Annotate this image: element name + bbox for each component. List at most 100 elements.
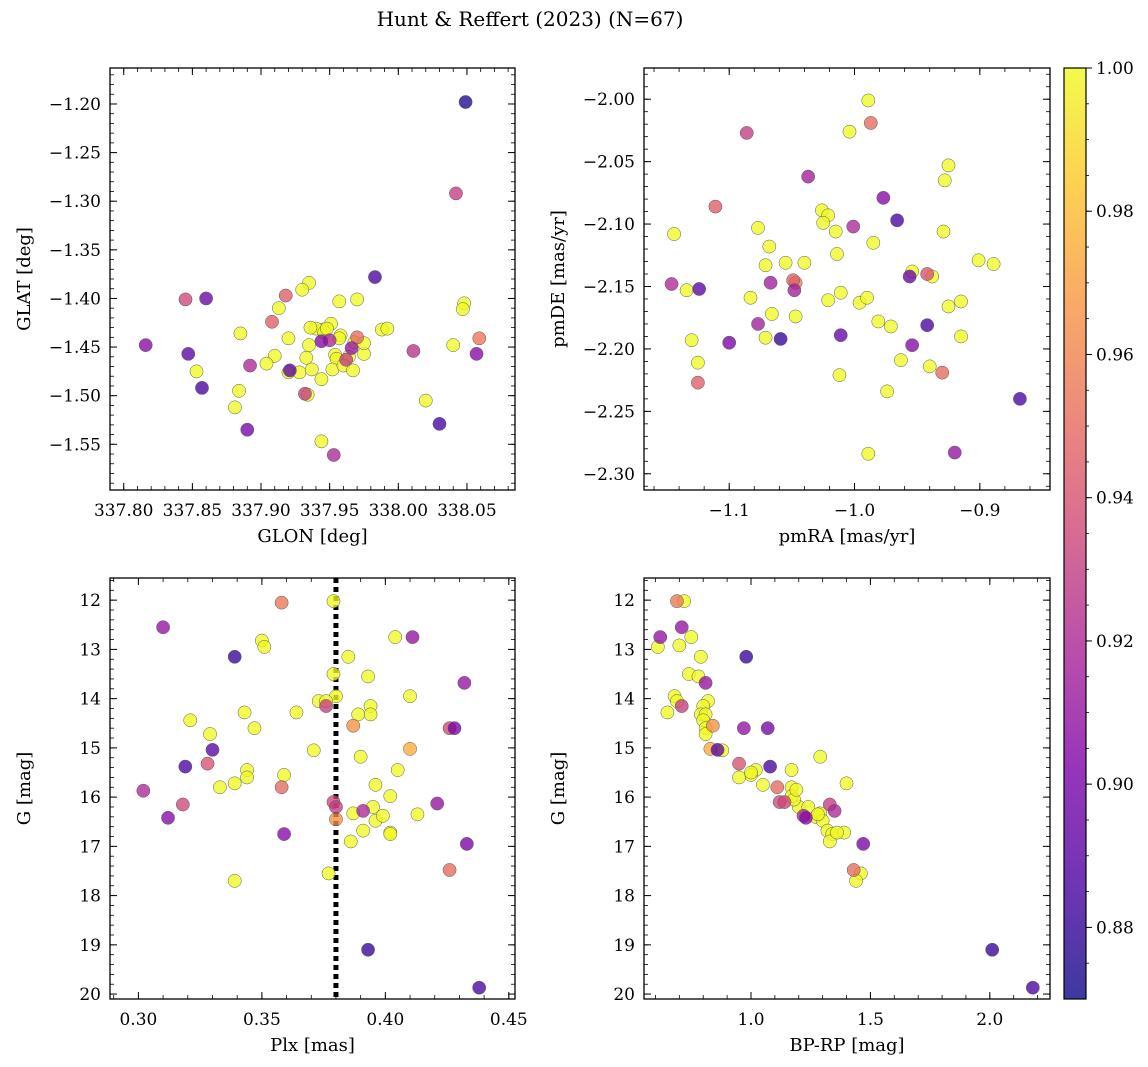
scatter-point xyxy=(213,780,227,795)
scatter-point xyxy=(684,333,699,348)
x-tick-label: 0.45 xyxy=(490,1010,528,1030)
scatter-point xyxy=(710,742,725,757)
scatter-point xyxy=(830,825,844,840)
scatter-point xyxy=(304,362,319,377)
scatter-point xyxy=(764,307,779,321)
scatter-point xyxy=(811,807,825,822)
scatter-point xyxy=(278,288,293,303)
scatter-point xyxy=(161,810,175,825)
scatter-point xyxy=(674,699,689,713)
y-tick-label: 16 xyxy=(613,788,635,808)
colorbar-tick-label: 0.90 xyxy=(1096,775,1134,795)
scatter-point xyxy=(880,384,894,399)
scatter-point xyxy=(472,980,487,995)
scatter-point xyxy=(314,372,329,387)
y-tick-label: 18 xyxy=(613,887,635,907)
scatter-point xyxy=(376,808,390,823)
scatter-point xyxy=(383,827,398,841)
scatter-point xyxy=(232,383,246,398)
scatter-point xyxy=(664,277,679,291)
x-tick-label: 338.05 xyxy=(437,501,496,521)
scatter-point xyxy=(390,763,405,777)
colorbar-tick-label: 0.92 xyxy=(1096,632,1134,652)
glon-glat-panel: 337.80 337.85 337.90 337.95 338.00 338.05 −1.5… xyxy=(14,67,516,547)
x-tick-label: 1.5 xyxy=(857,1010,884,1030)
scatter-point xyxy=(832,368,847,382)
scatter-point xyxy=(691,375,705,390)
y-tick-label: 16 xyxy=(79,788,101,808)
y-tick-label: −1.45 xyxy=(49,338,101,358)
scatter-point xyxy=(156,620,170,635)
scatter-point xyxy=(670,594,684,608)
scatter-point xyxy=(457,676,472,690)
scatter-point xyxy=(667,227,681,241)
colorbar-ticks: 0.88 0.90 0.92 0.94 0.96 0.98 1.00 xyxy=(1086,59,1134,964)
scatter-point xyxy=(954,329,968,344)
scatter-point xyxy=(178,292,193,307)
scatter-point xyxy=(773,332,788,346)
scatter-point xyxy=(199,291,213,306)
scatter-point xyxy=(432,417,447,431)
scatter-point xyxy=(830,247,844,261)
scatter-point xyxy=(762,239,777,254)
scatter-point xyxy=(469,347,484,361)
scatter-point xyxy=(274,780,289,795)
colorbar-tick-label: 1.00 xyxy=(1096,59,1134,79)
scatter-point xyxy=(722,335,737,350)
colorbar-tick-label: 0.94 xyxy=(1096,489,1134,509)
scatter-point xyxy=(941,158,956,173)
scatter-point xyxy=(247,721,262,736)
scatter-point xyxy=(299,350,314,365)
x-tick-label: 337.85 xyxy=(163,501,222,521)
colorbar-tick-label: 0.88 xyxy=(1096,918,1134,938)
scatter-point xyxy=(821,293,836,308)
scatter-point xyxy=(784,763,799,777)
scatter-point xyxy=(861,93,876,108)
y-axis-label: pmDE [mas/yr] xyxy=(548,210,569,348)
scatter-point xyxy=(777,795,792,809)
scatter-point xyxy=(861,446,876,461)
y-tick-label: 14 xyxy=(613,690,635,710)
scatter-point xyxy=(314,334,329,349)
scatter-point xyxy=(871,314,886,329)
scatter-point xyxy=(788,309,803,324)
scatter-point xyxy=(361,669,375,684)
x-tick-label: −1.0 xyxy=(834,501,875,521)
scatter-point xyxy=(356,804,370,818)
scatter-point xyxy=(326,667,341,681)
scatter-point xyxy=(846,219,861,234)
scatter-point xyxy=(660,705,675,720)
scatter-point xyxy=(200,756,215,771)
y-tick-label: −2.00 xyxy=(583,90,635,110)
y-tick-label: −2.05 xyxy=(583,153,635,173)
scatter-point xyxy=(890,213,904,228)
scatter-point xyxy=(653,630,668,644)
scatter-point xyxy=(816,215,831,230)
scatter-point xyxy=(797,255,812,270)
scatter-point xyxy=(954,294,968,309)
scatter-point xyxy=(947,445,962,460)
y-tick-label: −1.30 xyxy=(49,192,101,212)
scatter-point xyxy=(744,765,758,780)
y-tick-label: −1.25 xyxy=(49,144,101,164)
x-tick-label: 337.90 xyxy=(231,501,290,521)
y-axis-label: G [mag] xyxy=(14,752,35,825)
pmra-pmde-panel: −1.1 −1.0 −0.9 −2.30 −2.25 −2.20 −2.15 −2.10 −2.… xyxy=(548,67,1051,547)
scatter-point xyxy=(306,743,321,758)
scatter-point xyxy=(732,770,746,785)
scatter-point xyxy=(842,124,857,139)
scatter-point xyxy=(380,321,395,336)
scatter-point xyxy=(350,292,364,307)
scatter-point xyxy=(320,321,334,336)
scatter-point xyxy=(922,359,937,374)
scatter-point xyxy=(265,314,279,329)
scatter-point xyxy=(751,220,765,235)
scatter-point xyxy=(1025,980,1040,995)
scatter-point xyxy=(736,721,751,736)
scatter-point xyxy=(447,721,462,736)
scatter-point xyxy=(692,282,706,296)
scatter-point xyxy=(368,777,383,792)
scatter-point xyxy=(935,365,950,380)
scatter-point xyxy=(326,594,341,608)
